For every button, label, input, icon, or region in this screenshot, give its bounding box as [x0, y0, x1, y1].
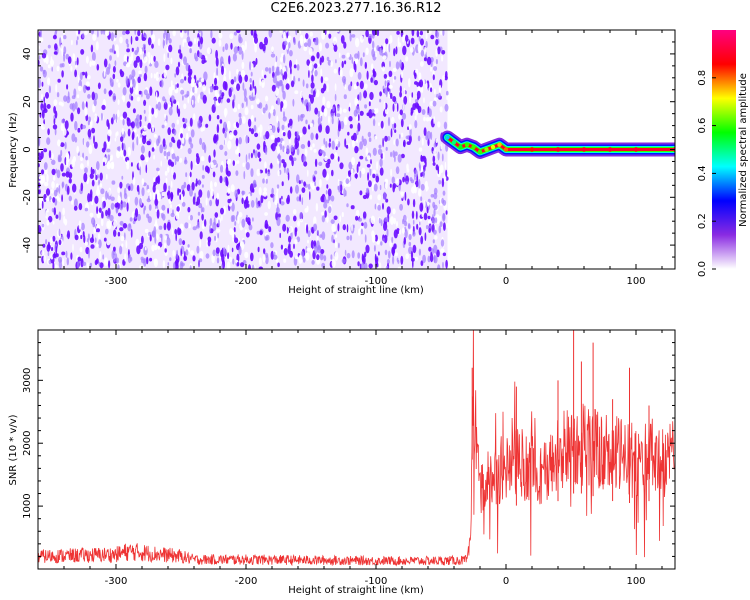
- signal-point: [458, 144, 463, 150]
- colorbar: 0.0 0.2 0.4 0.6 0.8 Normalized spectral ampl…: [697, 30, 749, 277]
- signal-point: [497, 142, 502, 147]
- signal-band-red: [446, 136, 675, 154]
- snr-x-tick-label: -300: [105, 576, 128, 587]
- colorbar-tick-label: 0.6: [697, 118, 708, 134]
- spectrogram-y-label: Frequency (Hz): [8, 112, 19, 188]
- colorbar-gradient: [712, 30, 736, 269]
- spectrogram-x-tick-label: -300: [105, 276, 128, 287]
- spectrogram-x-tick-label: 0: [503, 276, 509, 287]
- spectrogram-y-tick-label: -20: [22, 189, 33, 205]
- snr-x-tick-label: 100: [626, 576, 645, 587]
- signal-point: [464, 142, 470, 147]
- spectrogram-y-tick-label: 40: [22, 48, 33, 61]
- snr-series-line: [38, 330, 675, 567]
- snr-x-tick-label: 0: [503, 576, 509, 587]
- snr-y-tick-label: 1000: [22, 493, 33, 518]
- signal-point: [503, 147, 509, 152]
- snr-x-tick-label: -200: [235, 576, 258, 587]
- snr-x-tick-label: -100: [365, 576, 388, 587]
- snr-y-tick-label: 2000: [22, 430, 33, 455]
- spectrogram-y-tick-label: 20: [22, 95, 33, 108]
- signal-point: [529, 147, 535, 152]
- signal-point: [555, 147, 561, 152]
- spectrogram-x-tick-label: -200: [235, 276, 258, 287]
- signal-point: [451, 140, 457, 145]
- colorbar-tick-label: 0.4: [697, 165, 708, 181]
- spectrogram-y-tick-label: 0: [22, 146, 33, 152]
- noise-speckles: [38, 30, 449, 269]
- spectrogram-x-tick-label: 100: [626, 276, 645, 287]
- spectrogram-y-tick-label: -40: [22, 237, 33, 253]
- spectrogram-x-label: Height of straight line (km): [288, 285, 424, 296]
- signal-point: [484, 147, 489, 152]
- signal-point: [477, 149, 483, 155]
- signal-point: [581, 147, 587, 152]
- colorbar-tick-label: 0.2: [697, 213, 708, 229]
- spectrogram-x-tick-label: -100: [365, 276, 388, 287]
- signal-point: [490, 144, 496, 150]
- snr-x-label: Height of straight line (km): [288, 585, 424, 596]
- chart-title: C2E6.2023.277.16.36.R12: [270, 1, 442, 16]
- snr-y-label: SNR (10 * v/v): [8, 414, 19, 485]
- signal-point: [471, 144, 476, 150]
- snr-y-tick-label: 3000: [22, 368, 33, 393]
- snr-frame: [37, 329, 676, 570]
- signal-point: [633, 147, 639, 152]
- signal-point: [445, 135, 450, 140]
- colorbar-tick-label: 0.0: [697, 261, 708, 277]
- snr-spikes: [471, 330, 650, 506]
- signal-points: [445, 135, 675, 155]
- colorbar-tick-label: 0.8: [697, 70, 708, 86]
- colorbar-label: Normalized spectral amplitude: [738, 73, 749, 227]
- snr-panel: -300 -200 -100 0 100 1000 2000 3000 Height of s…: [8, 329, 676, 596]
- signal-point: [607, 147, 613, 152]
